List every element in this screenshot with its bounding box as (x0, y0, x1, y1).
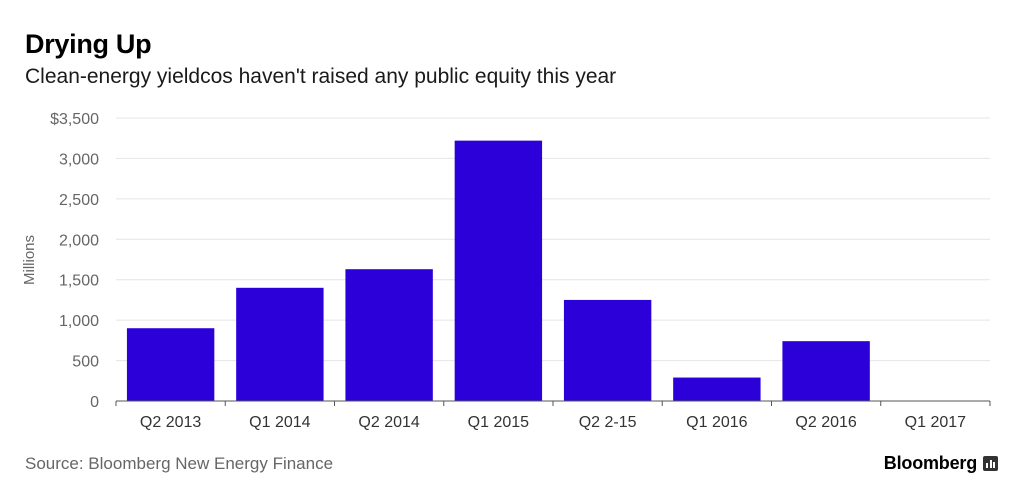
x-axis-ticks: Q2 2013 Q1 2014 Q2 2014 Q1 2015 Q2 2-15 Q1 20… (115, 401, 991, 431)
x-tick-label: Q2 2014 (358, 414, 419, 431)
bar (236, 287, 324, 401)
brand-name: Bloomberg (883, 453, 977, 473)
y-tick-label: 3,000 (59, 151, 99, 168)
bar (782, 341, 870, 401)
bar (126, 328, 215, 401)
brand-logo: Bloomberg (884, 452, 998, 474)
y-tick-label: 2,500 (59, 192, 99, 209)
bloomberg-bars-icon (983, 455, 998, 471)
bar (454, 140, 543, 401)
source-note: Source: Bloomberg New Energy Finance (25, 454, 334, 473)
x-tick-label: Q1 2017 (905, 414, 966, 431)
y-tick-label: 0 (90, 394, 99, 411)
y-tick-label: 1,000 (59, 313, 99, 330)
y-tick-label: 2,000 (59, 232, 99, 249)
bar (673, 377, 761, 401)
x-tick-label: Q1 2016 (686, 414, 747, 431)
y-axis-ticks: 0 500 1,000 1,500 2,000 2,500 3,000 $3,500 (50, 111, 99, 411)
bar (563, 299, 652, 401)
bar (345, 269, 433, 401)
x-tick-label: Q1 2014 (249, 414, 310, 431)
x-tick-label: Q2 2-15 (579, 414, 637, 431)
bars (126, 140, 870, 401)
y-tick-label: 1,500 (59, 273, 99, 290)
x-tick-label: Q2 2016 (795, 414, 856, 431)
y-tick-label: $3,500 (50, 111, 99, 128)
x-tick-label: Q1 2015 (468, 414, 529, 431)
x-tick-label: Q2 2013 (140, 414, 201, 431)
y-axis-label: Millions (21, 235, 38, 285)
chart-subtitle: Clean-energy yieldcos haven't raised any… (25, 65, 617, 88)
chart-title: Drying Up (25, 29, 152, 59)
y-tick-label: 500 (72, 354, 99, 371)
